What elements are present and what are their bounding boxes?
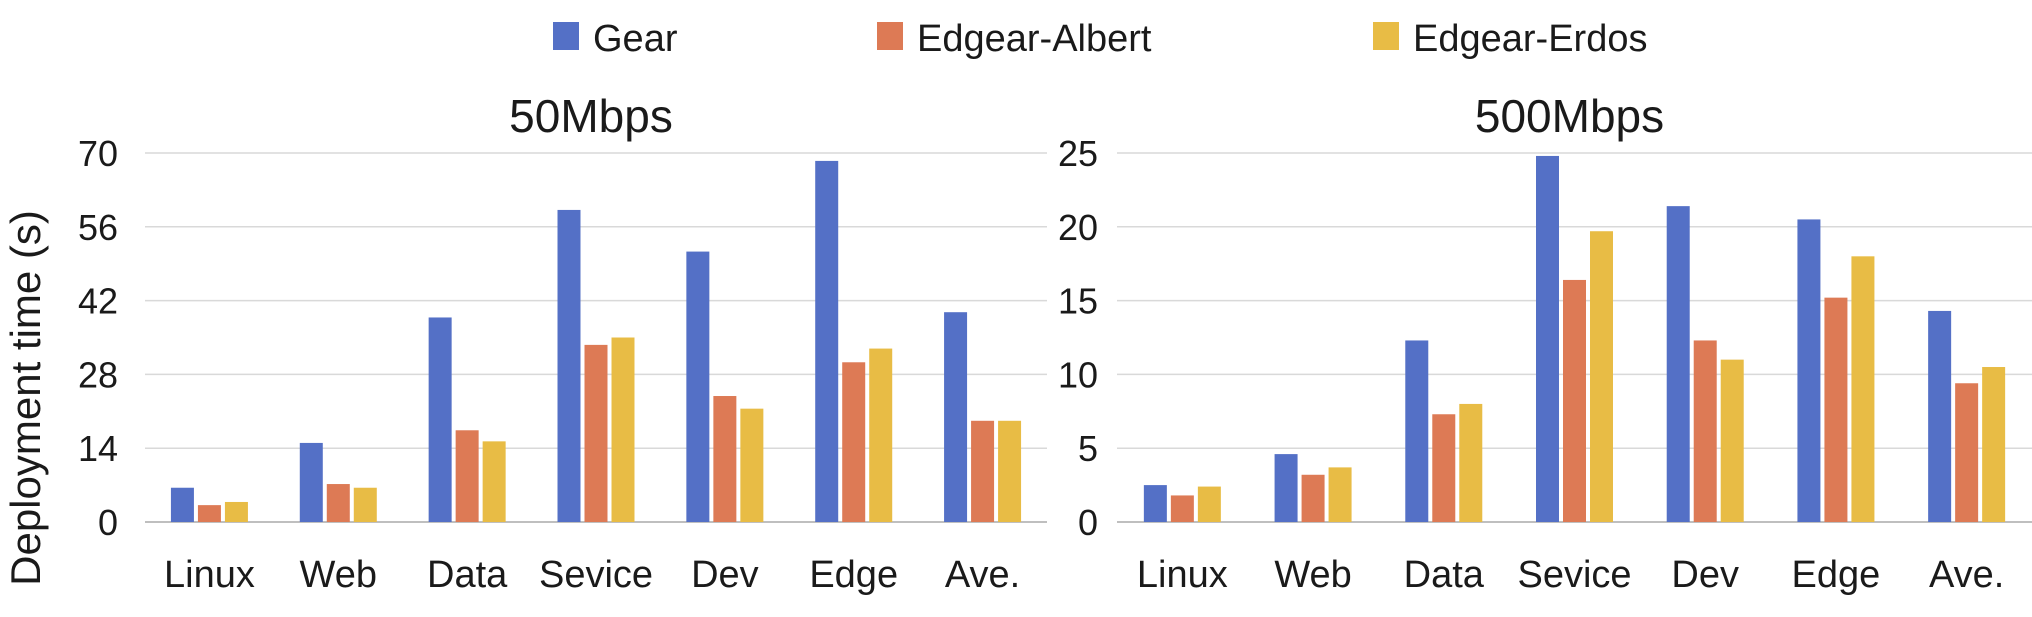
bar-dev-gear [686,251,710,522]
bar-linux-gear [1143,485,1167,522]
y-tick-label: 5 [1078,428,1098,469]
y-tick-label: 0 [1078,502,1098,543]
bar-web-edgear-erdos [353,487,377,522]
x-tick-label: Data [427,554,508,596]
y-tick-label: 15 [1058,281,1098,322]
y-tick-label: 0 [98,502,118,543]
bar-dev-edgear-albert [713,396,737,522]
bar-sevice-gear [557,209,581,522]
bar-edge-edgear-erdos [869,348,893,522]
bar-web-gear [1274,454,1298,522]
bar-edge-gear [815,160,839,522]
x-tick-label: Ave. [1929,554,2004,596]
bar-linux-edgear-albert [197,505,221,522]
legend-swatch-edgear-erdos [1373,22,1399,50]
x-tick-label: Edge [1792,554,1881,596]
bar-linux-gear [170,487,194,522]
bar-edge-edgear-erdos [1851,256,1875,522]
x-tick-label: Sevice [539,554,653,596]
y-tick-label: 20 [1058,207,1098,248]
bar-data-edgear-erdos [1459,403,1483,522]
bar-ave-gear [944,312,968,522]
legend: Gear Edgear-Albert Edgear-Erdos [553,18,1647,60]
panel-title: 500Mbps [1475,90,1664,142]
y-tick-label: 56 [78,207,118,248]
legend-item-edgear-albert: Edgear-Albert [877,18,1152,60]
y-tick-label: 25 [1058,133,1098,174]
chart-panel-50mbps: 50Mbps 0 14 28 42 56 70 Linux Web Data Sevice Dev Ed… [78,90,1047,596]
bar-edge-edgear-albert [842,362,866,522]
legend-label-edgear-erdos: Edgear-Erdos [1413,18,1647,60]
bar-dev-edgear-albert [1693,340,1717,522]
bar-web-gear [299,442,323,522]
legend-swatch-edgear-albert [877,22,903,50]
bar-sevice-edgear-albert [1563,279,1586,522]
y-tick-label: 14 [78,428,118,469]
bar-ave-edgear-albert [971,420,995,522]
legend-swatch-gear [553,22,579,50]
y-tick-label: 10 [1058,354,1098,395]
bar-edge-edgear-albert [1824,297,1848,522]
bar-sevice-gear [1536,155,1559,522]
legend-item-edgear-erdos: Edgear-Erdos [1373,18,1647,60]
legend-label-edgear-albert: Edgear-Albert [917,18,1152,60]
x-tick-label: Edge [809,554,898,596]
bar-web-edgear-albert [326,484,350,522]
x-tick-label: Linux [1137,554,1228,596]
y-tick-label: 28 [78,354,118,395]
y-axis-label: Deployment time (s) [2,210,49,586]
bar-dev-edgear-erdos [740,408,764,522]
bar-dev-gear [1666,206,1690,523]
x-tick-label: Web [1274,554,1351,596]
x-tick-label: Dev [691,554,759,596]
bar-data-edgear-erdos [482,441,506,522]
bar-edge-gear [1797,219,1821,523]
bar-sevice-edgear-albert [584,344,608,522]
x-tick-label: Ave. [945,554,1020,596]
x-tick-label: Web [300,554,377,596]
bar-dev-edgear-erdos [1720,359,1744,522]
legend-item-gear: Gear [553,18,678,60]
panel-title: 50Mbps [509,90,673,142]
bar-ave-edgear-albert [1955,383,1979,522]
bar-web-edgear-albert [1301,474,1325,522]
x-tick-label: Dev [1671,554,1739,596]
bar-data-gear [1405,340,1429,522]
bar-linux-edgear-erdos [224,501,248,522]
y-tick-label: 70 [78,133,118,174]
bar-ave-edgear-erdos [998,420,1022,522]
y-tick-label: 42 [78,281,118,322]
x-tick-label: Data [1404,554,1485,596]
x-tick-label: Linux [164,554,255,596]
bar-data-edgear-albert [1432,414,1456,522]
x-tick-label: Sevice [1517,554,1631,596]
bar-data-edgear-albert [455,430,479,522]
bar-linux-edgear-erdos [1197,486,1221,522]
chart-panel-500mbps: 500Mbps 0 5 10 15 20 25 Linux Web Data Sevice Dev Ed… [1058,90,2032,596]
bar-sevice-edgear-erdos [1590,231,1613,522]
bar-data-gear [428,317,452,522]
bar-sevice-edgear-erdos [611,337,635,522]
bar-ave-gear [1928,310,1952,522]
legend-label-gear: Gear [593,18,678,60]
bar-ave-edgear-erdos [1982,367,2006,522]
bar-web-edgear-erdos [1328,467,1352,522]
bar-linux-edgear-albert [1170,495,1194,522]
